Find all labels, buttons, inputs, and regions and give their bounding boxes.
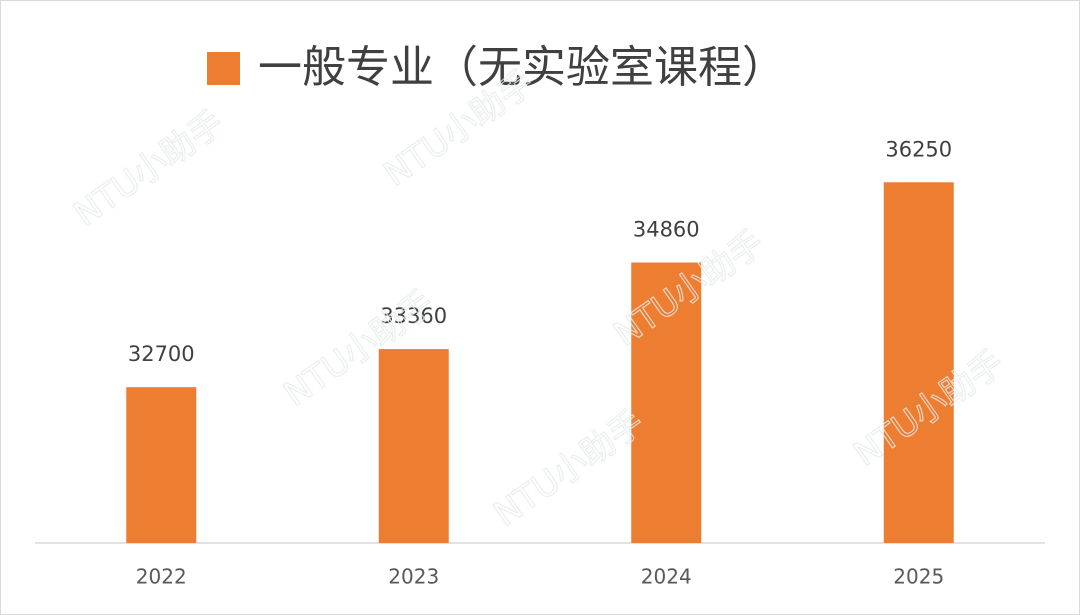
bar: [378, 349, 449, 543]
x-tick-label: 2022: [136, 565, 187, 589]
x-tick-label: 2024: [641, 565, 692, 589]
data-label: 32700: [128, 342, 195, 366]
data-label: 36250: [885, 137, 952, 161]
legend-label: 一般专业（无实验室课程）: [258, 42, 786, 93]
bar: [126, 387, 197, 543]
legend-swatch: [207, 52, 240, 85]
x-tick-label: 2025: [893, 565, 944, 589]
bar: [631, 262, 702, 543]
x-tick-label: 2023: [388, 565, 439, 589]
data-label: 33360: [380, 304, 447, 328]
data-label: 34860: [633, 218, 700, 242]
bar: [883, 182, 954, 544]
